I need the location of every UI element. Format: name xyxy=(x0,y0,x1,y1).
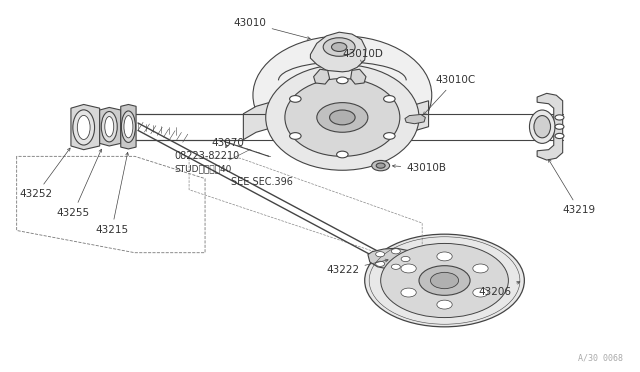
Polygon shape xyxy=(121,105,136,149)
Text: 43206: 43206 xyxy=(478,282,520,296)
Ellipse shape xyxy=(124,116,133,138)
Ellipse shape xyxy=(101,112,117,142)
Circle shape xyxy=(289,96,301,102)
Polygon shape xyxy=(351,69,366,84)
Text: 43010D: 43010D xyxy=(342,49,383,63)
Circle shape xyxy=(330,110,355,125)
Circle shape xyxy=(381,243,508,318)
Circle shape xyxy=(392,264,401,269)
Ellipse shape xyxy=(266,65,419,170)
Ellipse shape xyxy=(122,111,136,142)
Ellipse shape xyxy=(253,36,432,154)
Ellipse shape xyxy=(285,78,400,156)
Polygon shape xyxy=(100,108,121,146)
Circle shape xyxy=(431,272,459,289)
Polygon shape xyxy=(243,101,275,140)
Circle shape xyxy=(323,38,355,56)
Circle shape xyxy=(376,163,385,168)
Ellipse shape xyxy=(77,115,90,140)
Circle shape xyxy=(376,251,385,257)
Circle shape xyxy=(383,96,395,102)
Text: 43252: 43252 xyxy=(20,148,70,199)
Text: 43255: 43255 xyxy=(57,149,102,218)
Text: 43219: 43219 xyxy=(548,159,596,215)
Circle shape xyxy=(473,264,488,273)
Circle shape xyxy=(376,261,385,266)
Text: 43215: 43215 xyxy=(95,153,129,235)
Ellipse shape xyxy=(529,110,555,143)
Circle shape xyxy=(419,266,470,295)
Circle shape xyxy=(337,151,348,158)
Polygon shape xyxy=(368,248,415,269)
Text: 43010: 43010 xyxy=(234,18,310,39)
Text: SEE SEC.396: SEE SEC.396 xyxy=(230,177,292,187)
Circle shape xyxy=(372,160,390,171)
Circle shape xyxy=(437,300,452,309)
Circle shape xyxy=(289,133,301,139)
Circle shape xyxy=(337,77,348,84)
Circle shape xyxy=(332,42,347,51)
Text: 43010C: 43010C xyxy=(423,76,476,115)
Circle shape xyxy=(401,264,416,273)
Ellipse shape xyxy=(534,116,550,138)
Ellipse shape xyxy=(105,116,114,137)
Circle shape xyxy=(317,103,368,132)
Text: 43070: 43070 xyxy=(211,138,244,148)
Polygon shape xyxy=(71,105,100,150)
Circle shape xyxy=(401,256,410,262)
Text: 43222: 43222 xyxy=(326,259,388,276)
Circle shape xyxy=(555,115,564,120)
Text: STUDスタッド40: STUDスタッド40 xyxy=(174,164,232,173)
Circle shape xyxy=(555,124,564,129)
Circle shape xyxy=(365,234,524,327)
Circle shape xyxy=(392,248,401,254)
Circle shape xyxy=(555,134,564,138)
Text: 43010B: 43010B xyxy=(392,163,446,173)
Circle shape xyxy=(401,288,416,297)
Text: 08223-82210: 08223-82210 xyxy=(174,151,239,161)
Polygon shape xyxy=(314,69,330,84)
Circle shape xyxy=(437,252,452,261)
Ellipse shape xyxy=(73,110,95,145)
Circle shape xyxy=(383,133,395,139)
Polygon shape xyxy=(397,101,429,140)
Polygon shape xyxy=(310,32,366,72)
Polygon shape xyxy=(405,115,426,124)
Circle shape xyxy=(473,288,488,297)
Text: A/30 0068: A/30 0068 xyxy=(579,353,623,362)
Polygon shape xyxy=(537,93,563,160)
